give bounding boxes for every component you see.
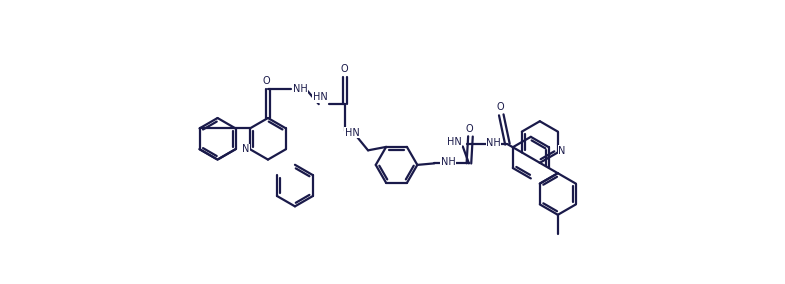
Text: N: N — [558, 146, 565, 156]
Text: NH: NH — [440, 157, 455, 167]
Text: O: O — [497, 102, 504, 112]
Text: O: O — [341, 64, 348, 74]
Text: N: N — [243, 144, 250, 154]
Text: HN: HN — [345, 128, 360, 138]
Text: HN: HN — [313, 92, 327, 102]
Text: NH: NH — [293, 84, 308, 94]
Text: O: O — [466, 124, 473, 134]
Text: NH: NH — [486, 137, 501, 148]
Text: HN: HN — [447, 137, 462, 147]
Text: O: O — [263, 76, 270, 86]
